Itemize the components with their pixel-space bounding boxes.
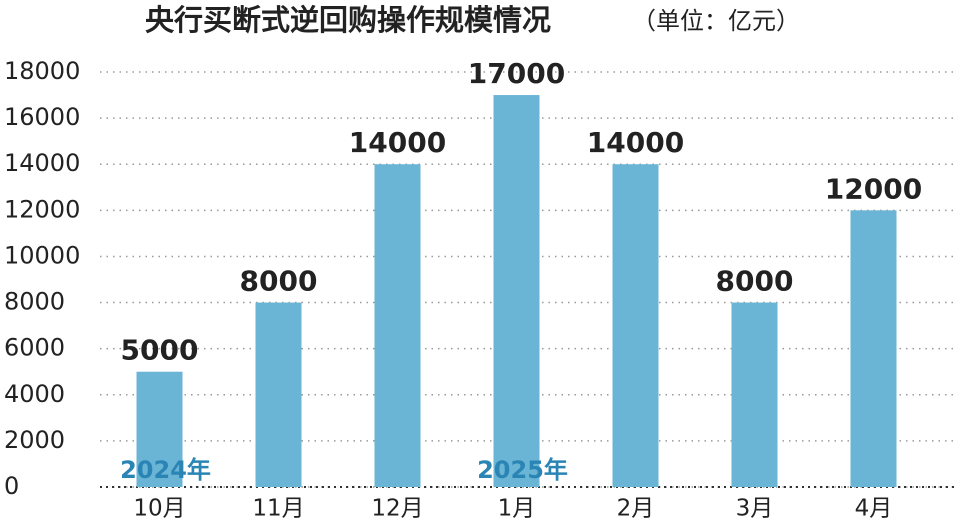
data-label: 17000 <box>468 57 565 90</box>
annotation: 2024年 <box>120 456 211 484</box>
chart-subtitle: （单位：亿元） <box>632 7 800 35</box>
x-tick-label: 2月 <box>617 496 655 522</box>
y-tick-label: 14000 <box>4 149 80 177</box>
y-tick-label: 18000 <box>4 57 80 85</box>
data-label: 5000 <box>121 334 199 367</box>
y-tick-label: 4000 <box>4 380 65 408</box>
data-label: 8000 <box>716 265 794 298</box>
bar <box>731 302 778 487</box>
y-tick-label: 12000 <box>4 195 80 223</box>
x-tick-label: 10月 <box>133 496 185 522</box>
bar <box>374 164 421 487</box>
bar <box>493 95 540 488</box>
y-tick-label: 8000 <box>4 288 65 316</box>
x-tick-label: 1月 <box>498 496 536 522</box>
data-label: 14000 <box>587 126 684 159</box>
x-tick-label: 4月 <box>855 496 893 522</box>
y-tick-label: 0 <box>4 472 19 500</box>
y-tick-label: 16000 <box>4 103 80 131</box>
bar <box>850 210 897 488</box>
y-tick-label: 2000 <box>4 426 65 454</box>
x-tick-label: 12月 <box>371 496 423 522</box>
bar <box>612 164 659 487</box>
y-tick-label: 6000 <box>4 334 65 362</box>
bar <box>255 302 302 487</box>
x-tick-label: 3月 <box>736 496 774 522</box>
annotation: 2025年 <box>477 456 568 484</box>
data-label: 14000 <box>349 126 446 159</box>
chart-title: 央行买断式逆回购操作规模情况 <box>145 3 551 37</box>
data-label: 8000 <box>240 265 318 298</box>
bar <box>136 371 183 487</box>
x-tick-label: 11月 <box>252 496 304 522</box>
y-tick-label: 10000 <box>4 241 80 269</box>
data-label: 12000 <box>825 172 922 205</box>
